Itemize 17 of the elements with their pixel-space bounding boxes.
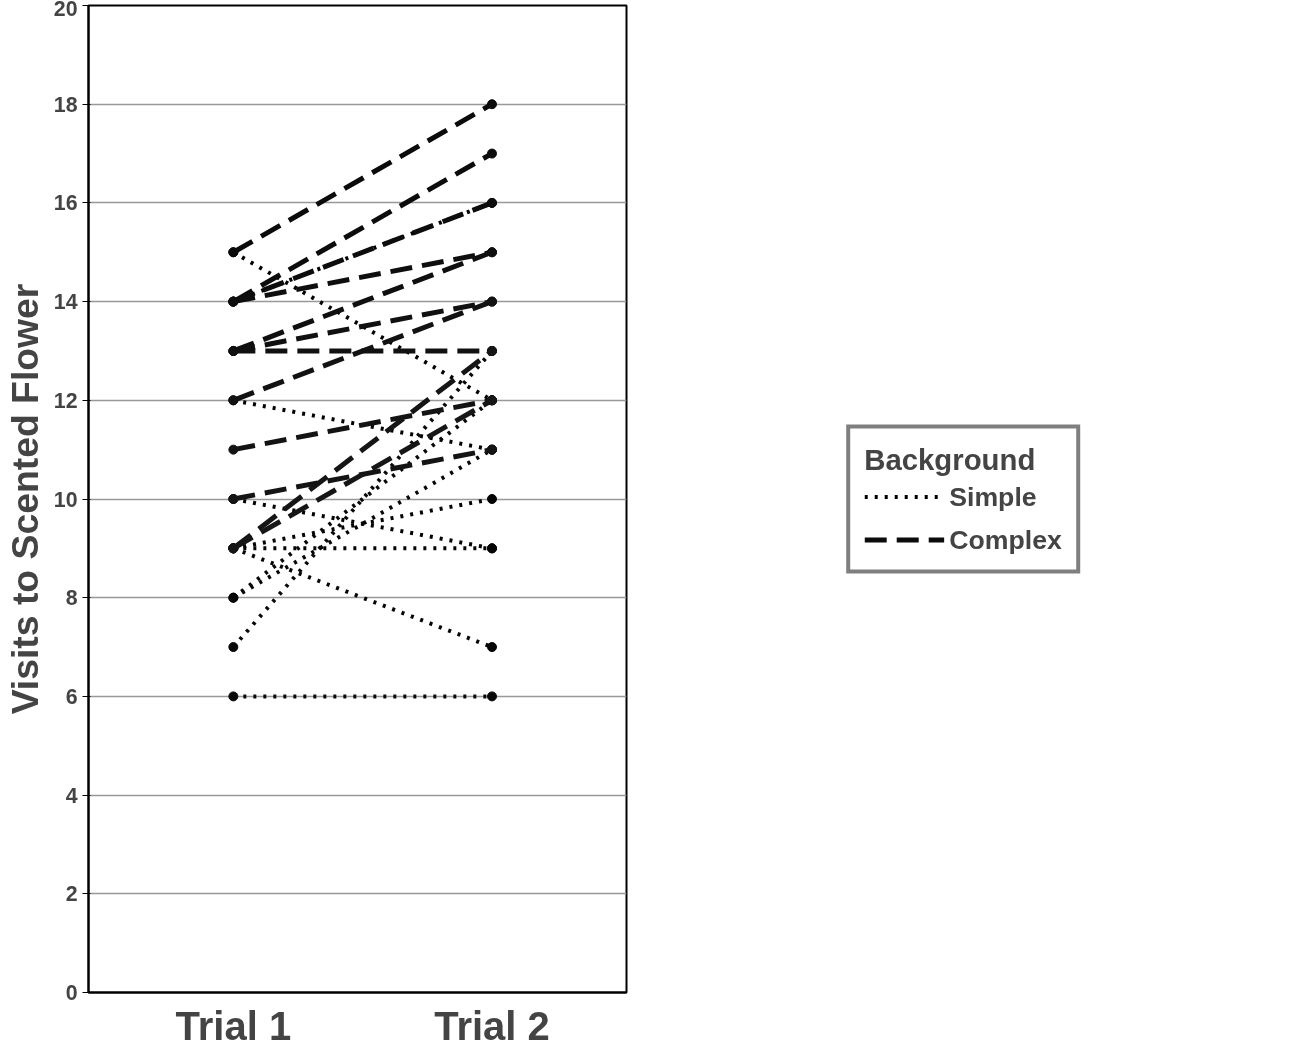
- legend-label: Complex: [949, 524, 1062, 555]
- y-tick-label: 2: [65, 882, 78, 907]
- y-tick-label: 18: [53, 92, 78, 117]
- legend-label: Simple: [949, 481, 1037, 512]
- y-tick-label: 14: [53, 290, 78, 315]
- x-tick-label: Trial 1: [175, 1003, 292, 1048]
- y-tick-label: 16: [53, 191, 78, 216]
- y-tick-label: 20: [53, 0, 78, 21]
- y-tick-label: 0: [65, 981, 78, 1005]
- y-tick-label: 10: [53, 487, 78, 512]
- y-tick-label: 12: [53, 388, 78, 413]
- x-tick-label: Trial 2: [434, 1003, 550, 1048]
- y-tick-label: 8: [65, 586, 78, 611]
- y-axis-title: Visits to Scented Flower: [3, 283, 46, 715]
- y-tick-label: 4: [65, 783, 78, 808]
- y-tick-label: 6: [65, 684, 78, 709]
- legend-title: Background: [864, 442, 1037, 476]
